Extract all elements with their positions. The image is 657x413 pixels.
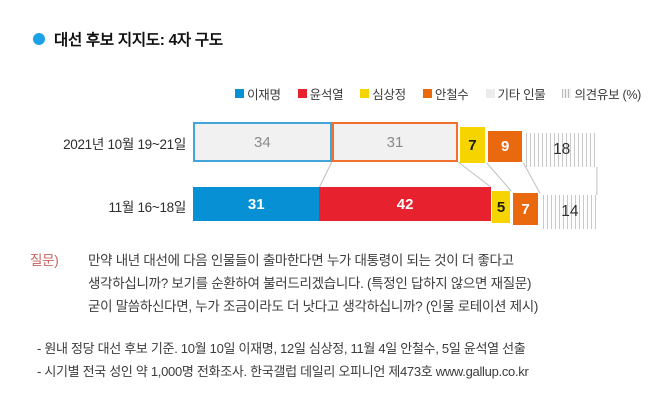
bar-value-label: 31 xyxy=(247,195,265,213)
bar-value-label: 9 xyxy=(500,138,510,155)
legend-swatch-icon xyxy=(562,89,572,98)
question-line: 생각하십니까? 보기를 순환하여 불러드리겠습니다. (특정인 답하지 않으면 … xyxy=(88,276,532,291)
legend-label: 이재명 xyxy=(247,88,281,102)
stacked-bar-chart: 2021년 10월 19~21일 11월 16~18일 34 31 7 9 18 31 42… xyxy=(63,122,598,229)
bar-segment-yoon-suk-yeol: 42 xyxy=(319,187,491,221)
legend-item: 안철수 xyxy=(422,84,469,103)
legend-label: 심상정 xyxy=(372,88,406,102)
legend-label: 의견유보 (%) xyxy=(574,88,641,102)
footnote-line: - 시기별 전국 성인 약 1,000명 전화조사. 한국갤럽 데일리 오피니언… xyxy=(37,363,529,379)
bar-segment-sim-sang-jung: 5 xyxy=(492,191,510,223)
question-line: 굳이 말씀하신다면, 누가 조금이라도 더 낫다고 생각하십니까? (인물 로테… xyxy=(88,299,539,314)
legend-swatch-icon xyxy=(360,89,370,98)
category-label-nov: 11월 16~18일 xyxy=(108,200,186,215)
legend-item: 심상정 xyxy=(360,84,406,103)
bar-segment-ahn-cheol-soo: 7 xyxy=(512,193,539,225)
bar-segment-undecided: 14 xyxy=(542,195,597,229)
legend-swatch-icon xyxy=(422,89,432,98)
legend-item: 기타 인물 xyxy=(485,84,546,103)
bar-value-label: 31 xyxy=(386,133,404,151)
bar-value-label: 18 xyxy=(553,141,571,158)
question-label: 질문) xyxy=(30,253,59,268)
legend-item: 이재명 xyxy=(235,84,281,103)
legend: 이재명 윤석열 심상정 안철수 기타 인물 의견유보 (%) xyxy=(235,84,641,103)
category-label-oct: 2021년 10월 19~21일 xyxy=(63,137,186,152)
bar-value-label: 42 xyxy=(396,195,414,213)
legend-label: 안철수 xyxy=(434,88,469,102)
bar-segment-lee-jae-myung: 34 xyxy=(193,122,332,162)
legend-swatch-icon xyxy=(297,89,307,98)
question-text: 만약 내년 대선에 다음 인물들이 출마한다면 누가 대통령이 되는 것이 더 … xyxy=(88,249,538,318)
footnote-line: - 원내 정당 대선 후보 기준. 10월 10일 이재명, 12일 심상정, … xyxy=(37,341,526,356)
bar-segment-undecided: 18 xyxy=(526,133,597,167)
bullet-icon xyxy=(33,33,45,45)
legend-label: 윤석열 xyxy=(309,88,344,102)
bar-segment-lee-jae-myung: 31 xyxy=(193,187,320,221)
legend-label: 기타 인물 xyxy=(497,88,546,102)
bar-value-label: 14 xyxy=(561,203,579,220)
bar-segment-ahn-cheol-soo: 9 xyxy=(488,131,522,162)
bar-value-label: 5 xyxy=(496,198,506,216)
footnotes: - 원내 정당 대선 후보 기준. 10월 10일 이재명, 12일 심상정, … xyxy=(37,338,529,383)
page-title: 대선 후보 지지도: 4자 구도 xyxy=(54,32,223,49)
legend-item: 의견유보 (%) xyxy=(562,84,641,103)
bar-value-label: 7 xyxy=(468,136,477,154)
legend-item: 윤석열 xyxy=(297,84,344,103)
bar-value-label: 34 xyxy=(254,133,271,151)
question-block: 질문) 만약 내년 대선에 다음 인물들이 출마한다면 누가 대통령이 되는 것… xyxy=(30,249,538,318)
bar-value-label: 7 xyxy=(521,200,530,218)
legend-swatch-icon xyxy=(235,89,245,98)
legend-swatch-icon xyxy=(485,89,495,98)
bar-segment-yoon-suk-yeol: 31 xyxy=(331,122,459,162)
bar-segment-sim-sang-jung: 7 xyxy=(459,127,486,163)
chart-title-row: 대선 후보 지지도: 4자 구도 xyxy=(33,28,223,50)
question-line: 만약 내년 대선에 다음 인물들이 출마한다면 누가 대통령이 되는 것이 더 … xyxy=(88,253,514,268)
